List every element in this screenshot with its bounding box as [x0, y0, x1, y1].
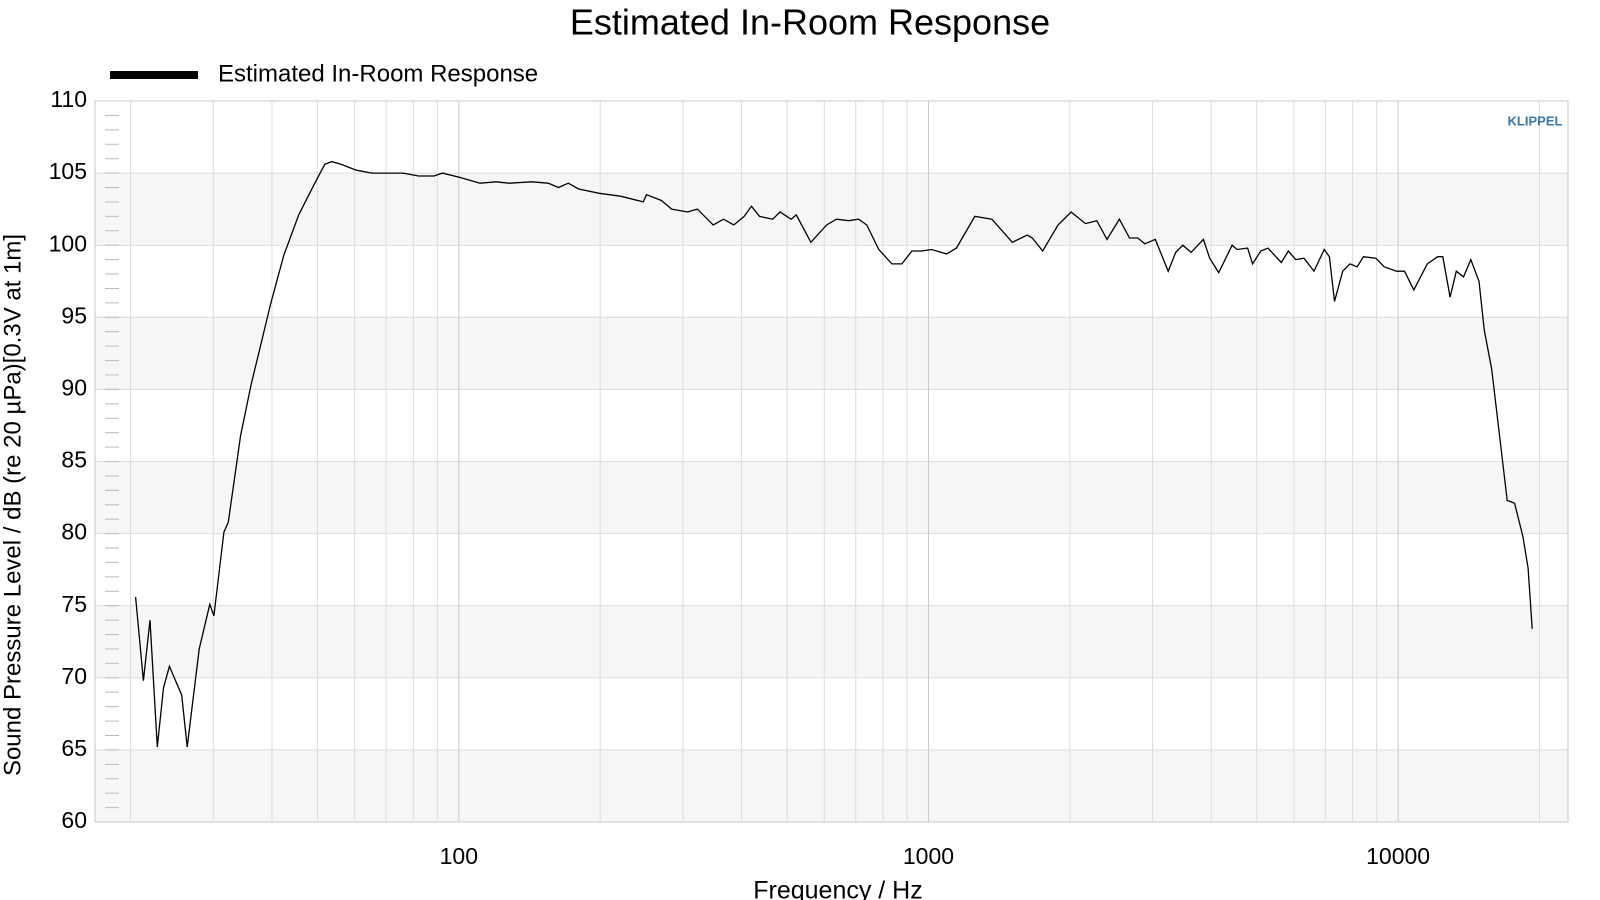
grid-band: [95, 173, 1568, 246]
grid-band: [95, 749, 1568, 822]
plot-frame: [94, 100, 1569, 823]
grid-band: [95, 461, 1568, 534]
grid-band: [95, 605, 1568, 678]
y-tick-label: 110: [50, 86, 87, 112]
y-axis-label: Sound Pressure Level / dB (re 20 µPa)[0.…: [0, 234, 26, 776]
y-tick-label: 80: [61, 519, 87, 545]
y-tick-label: 105: [49, 158, 87, 184]
x-axis-label: Frequency / Hz: [753, 877, 923, 900]
data-line: [134, 160, 1533, 748]
x-tick-label: 1000: [903, 843, 954, 869]
legend-label: Estimated In-Room Response: [218, 60, 538, 87]
y-tick-label: 75: [61, 591, 87, 617]
y-tick-label: 95: [61, 302, 87, 328]
x-tick-label: 100: [440, 843, 478, 869]
y-tick-label: 60: [61, 807, 87, 833]
chart-title: Estimated In-Room Response: [570, 2, 1050, 43]
y-tick-label: 100: [49, 230, 87, 256]
y-tick-label: 70: [61, 663, 87, 689]
y-tick-label: 85: [61, 447, 87, 473]
watermark: KLIPPEL: [1508, 113, 1563, 128]
plot-area: [94, 100, 1569, 823]
grid-band: [95, 317, 1568, 390]
y-tick-label: 90: [61, 374, 87, 400]
y-tick-label: 65: [61, 735, 87, 761]
x-tick-label: 10000: [1366, 843, 1430, 869]
